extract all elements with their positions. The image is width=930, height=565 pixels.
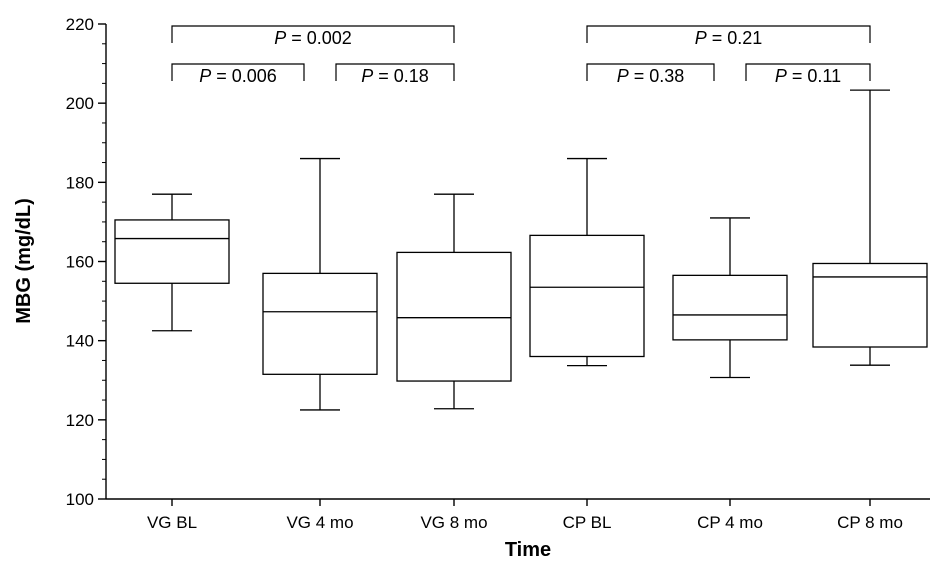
x-tick-label: CP BL xyxy=(563,513,612,532)
p-value: = 0.21 xyxy=(707,28,763,48)
p-symbol: P xyxy=(199,66,211,86)
x-tick-label: CP 8 mo xyxy=(837,513,903,532)
p-value-label: P = 0.11 xyxy=(775,66,841,86)
p-value: = 0.002 xyxy=(286,28,352,48)
box-item xyxy=(813,90,927,365)
p-value-label: P = 0.002 xyxy=(274,28,352,48)
p-symbol: P xyxy=(274,28,286,48)
p-value: = 0.006 xyxy=(211,66,277,86)
p-value: = 0.38 xyxy=(629,66,685,86)
y-tick-label: 120 xyxy=(66,411,94,430)
comparison-bracket: P = 0.11 xyxy=(746,64,870,86)
p-symbol: P xyxy=(617,66,629,86)
x-tick-label: VG 8 mo xyxy=(420,513,487,532)
p-symbol: P xyxy=(775,66,787,86)
p-symbol: P xyxy=(361,66,373,86)
box-item xyxy=(263,159,377,410)
p-value-label: P = 0.21 xyxy=(695,28,763,48)
y-tick-label: 160 xyxy=(66,253,94,272)
x-tick-label: VG 4 mo xyxy=(286,513,353,532)
y-axis-title: MBG (mg/dL) xyxy=(13,198,35,324)
p-value-label: P = 0.18 xyxy=(361,66,429,86)
box-iqr xyxy=(115,220,229,283)
box-series xyxy=(115,90,927,410)
y-tick-label: 180 xyxy=(66,173,94,192)
p-value: = 0.11 xyxy=(787,66,841,86)
box-iqr xyxy=(530,235,644,356)
y-tick-label: 220 xyxy=(66,15,94,34)
box-item xyxy=(115,194,229,331)
box-iqr xyxy=(263,273,377,374)
x-tick-label: VG BL xyxy=(147,513,197,532)
comparison-bracket: P = 0.002 xyxy=(172,26,454,48)
x-tick-label: CP 4 mo xyxy=(697,513,763,532)
box-iqr xyxy=(397,252,511,381)
x-axis: VG BL VG 4 mo VG 8 mo CP BL CP 4 mo CP 8 mo xyxy=(106,499,930,532)
p-value-label: P = 0.006 xyxy=(199,66,277,86)
comparison-bracket: P = 0.006 xyxy=(172,64,304,86)
x-axis-title: Time xyxy=(505,539,551,561)
p-symbol: P xyxy=(695,28,707,48)
comparison-bracket: P = 0.21 xyxy=(587,26,870,48)
y-axis: 100 120 140 160 180 200 220 xyxy=(66,15,106,509)
y-tick-label: 200 xyxy=(66,94,94,113)
y-tick-label: 140 xyxy=(66,332,94,351)
box-iqr xyxy=(813,263,927,347)
box-item xyxy=(530,159,644,366)
p-value-label: P = 0.38 xyxy=(617,66,685,86)
p-value: = 0.18 xyxy=(373,66,429,86)
box-iqr xyxy=(673,275,787,340)
y-tick-label: 100 xyxy=(66,490,94,509)
box-item xyxy=(397,194,511,409)
box-item xyxy=(673,218,787,378)
comparison-bracket: P = 0.38 xyxy=(587,64,714,86)
comparison-bracket: P = 0.18 xyxy=(336,64,454,86)
